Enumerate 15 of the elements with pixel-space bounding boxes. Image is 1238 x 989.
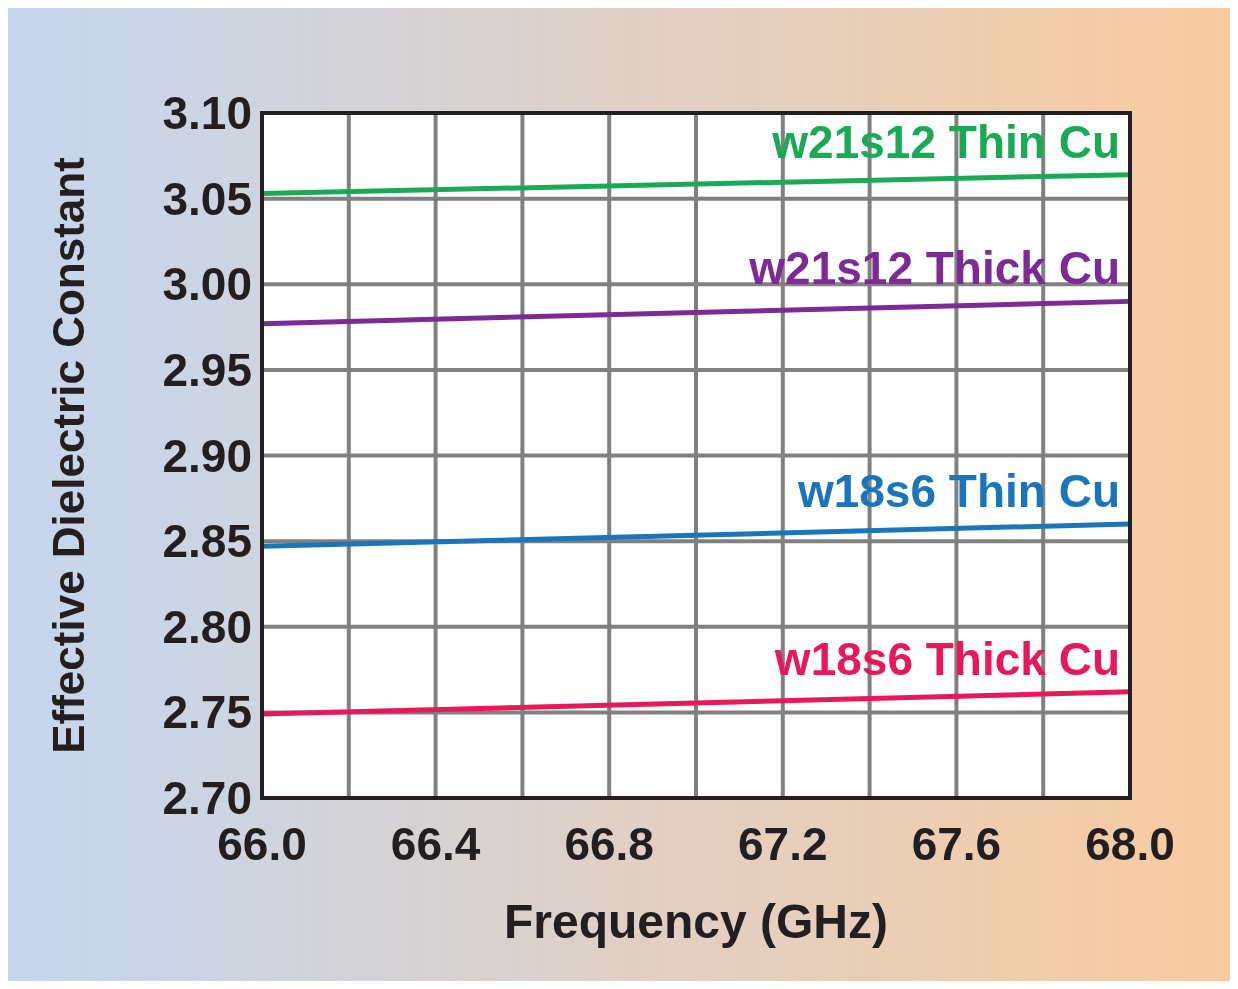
- y-tick-label: 3.10: [162, 87, 252, 139]
- y-tick-label: 2.80: [162, 600, 252, 653]
- x-tick-label: 66.4: [390, 818, 481, 870]
- y-tick-label: 2.75: [162, 686, 252, 739]
- x-tick-label: 66.8: [564, 818, 654, 870]
- x-tick-label: 67.2: [738, 818, 828, 870]
- y-tick-label: 2.85: [162, 515, 252, 568]
- y-tick-label: 2.90: [162, 429, 252, 482]
- y-tick-label: 3.00: [162, 258, 252, 311]
- x-tick-label: 68.0: [1085, 818, 1175, 870]
- x-axis-title: Frequency (GHz): [503, 895, 889, 948]
- y-tick-label: 2.95: [162, 343, 252, 396]
- y-tick-label: 3.05: [162, 172, 252, 225]
- x-tick-label: 67.6: [911, 818, 1002, 870]
- y-axis-title: Effective Dielectric Constant: [44, 156, 93, 754]
